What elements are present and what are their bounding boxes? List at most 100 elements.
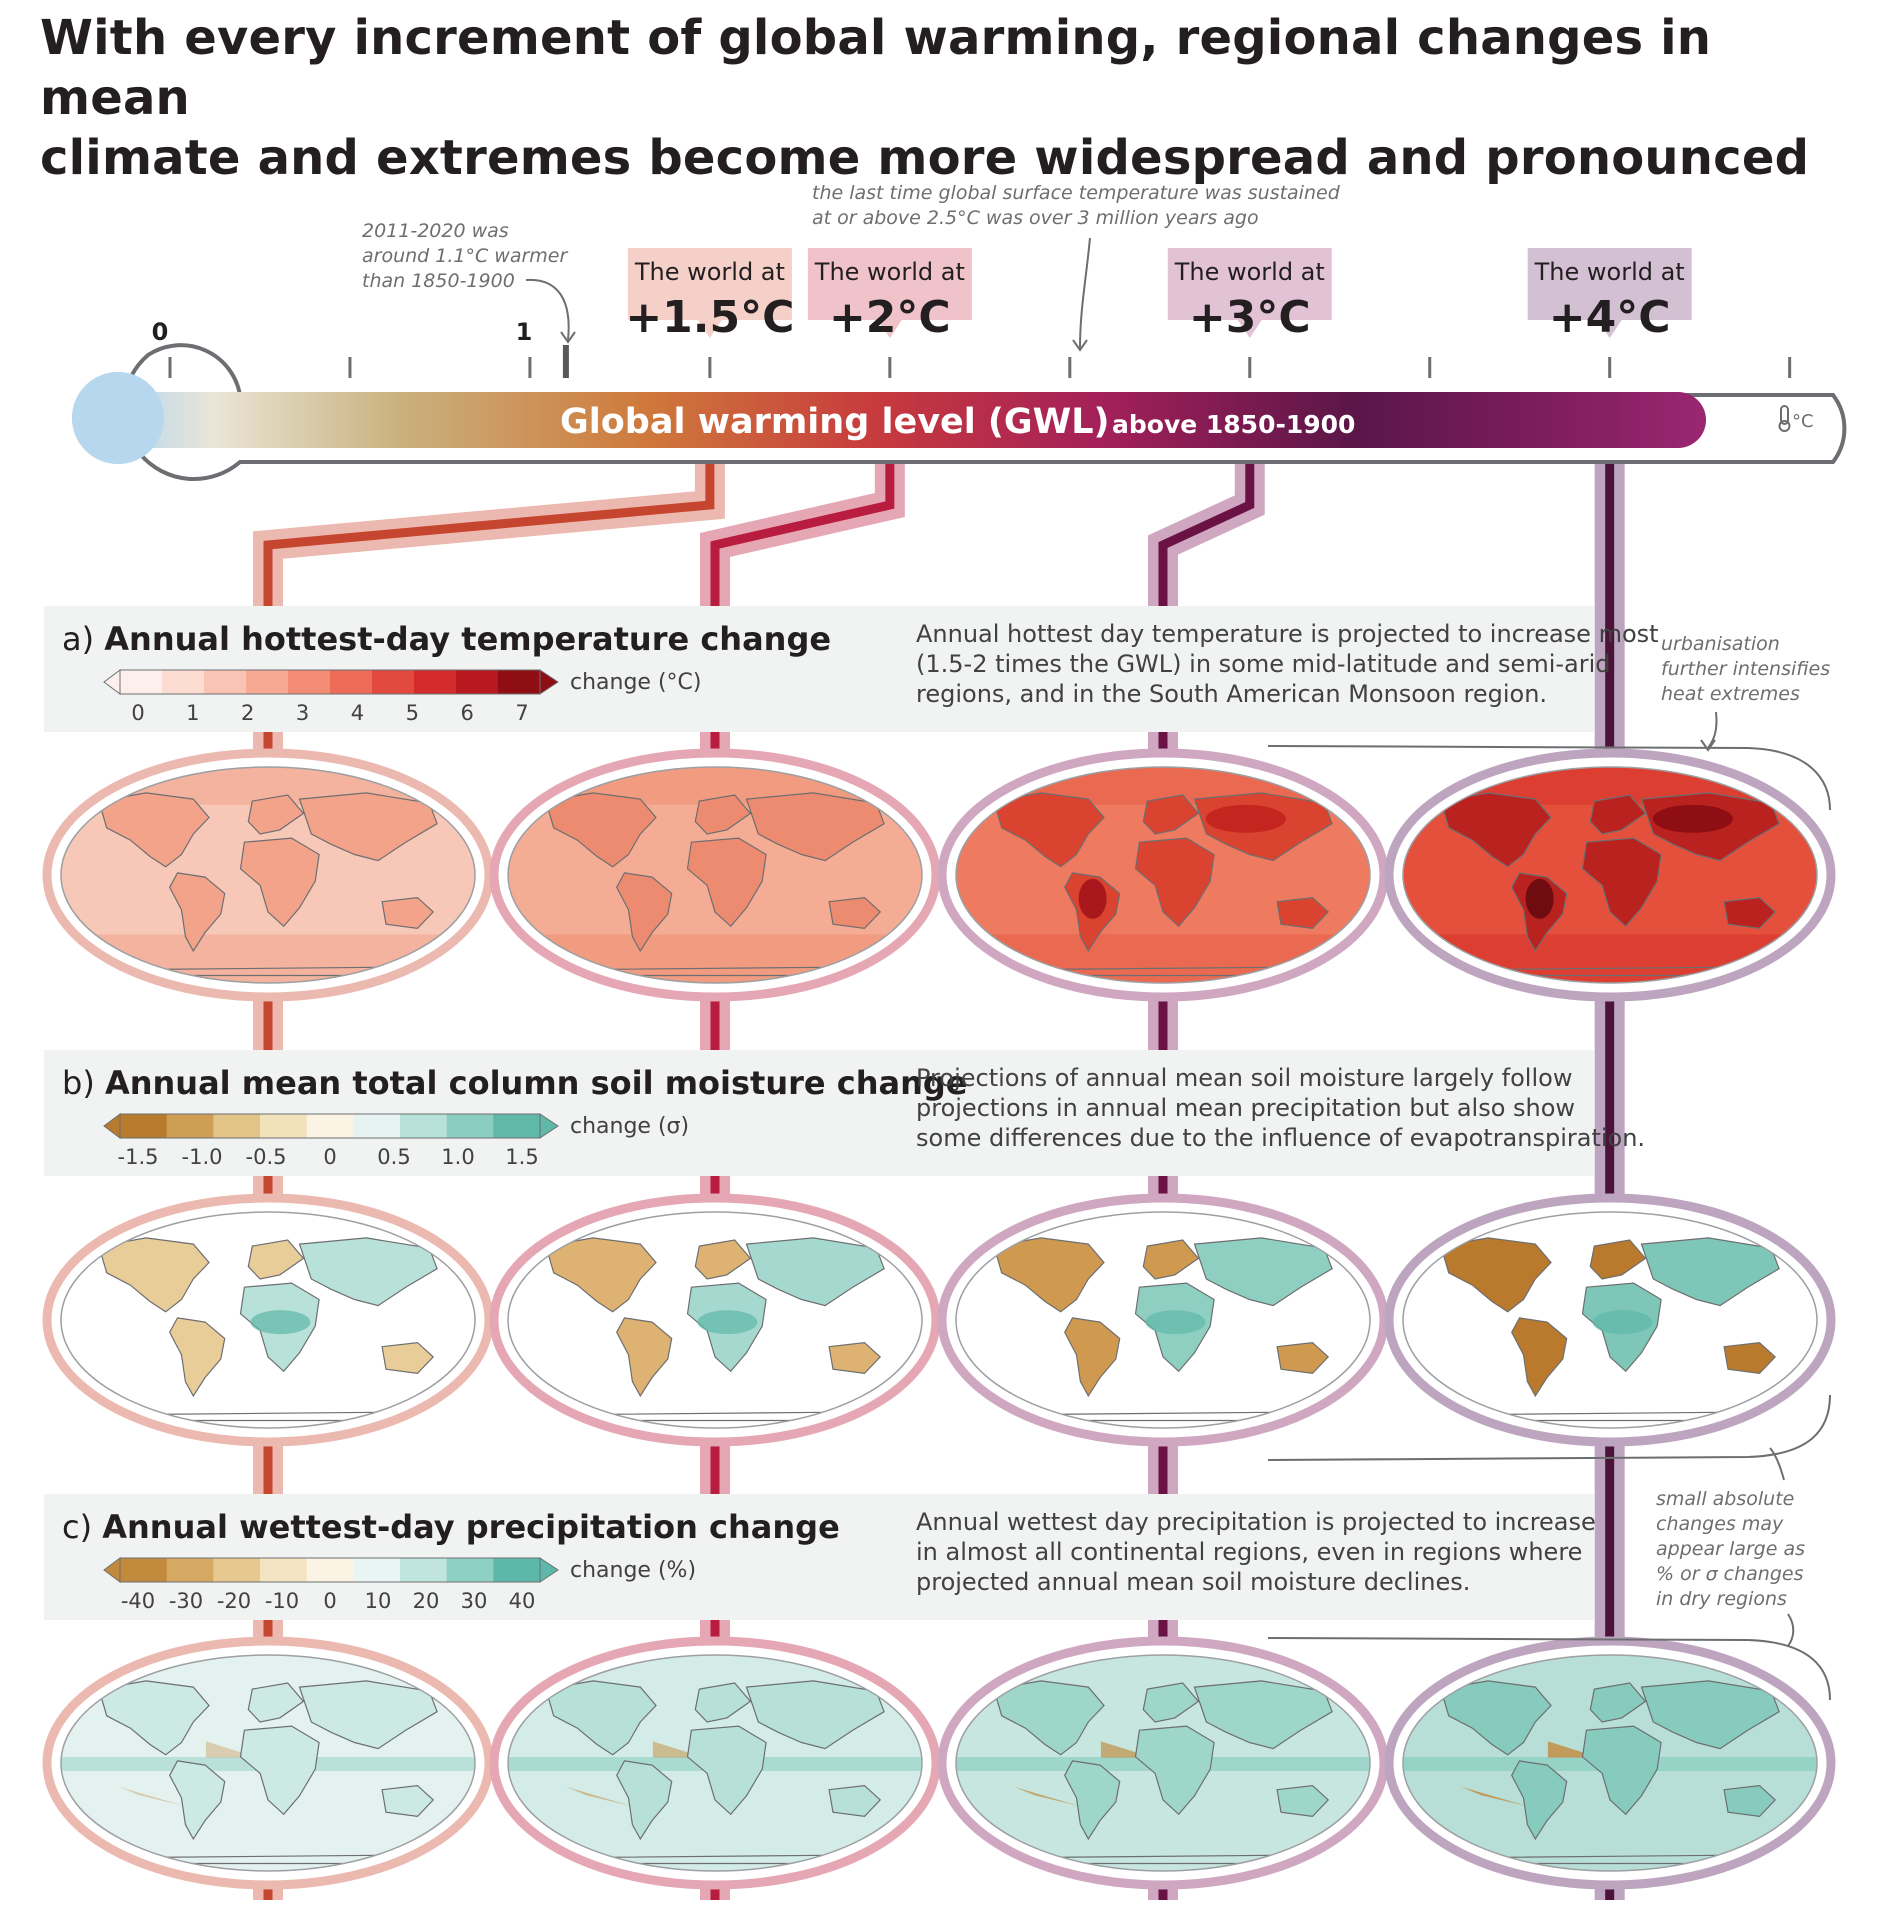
panel-header-0: a) Annual hottest-day temperature change…	[44, 606, 1659, 732]
axis-tick-label-1: 1	[516, 318, 533, 346]
annotation-dry-arrow-lower	[1267, 1637, 1831, 1701]
annotation-recent-arrowhead	[560, 331, 576, 344]
map-continent-na	[1440, 1237, 1552, 1313]
panel-title: c) Annual wettest-day precipitation chan…	[62, 1508, 840, 1546]
panel-title-text: Annual wettest-day precipitation change	[102, 1508, 840, 1546]
level-tag-prefix: The world at	[814, 258, 965, 286]
map-surface	[1403, 1212, 1817, 1428]
legend-swatch	[353, 1558, 401, 1582]
legend-tick-label: 0.5	[377, 1145, 410, 1169]
panel-header-1: b) Annual mean total column soil moistur…	[44, 1050, 1645, 1176]
legend-tick-label: 40	[509, 1589, 536, 1613]
panel-desc-line: in almost all continental regions, even …	[916, 1538, 1582, 1566]
legend-tick-label: 30	[461, 1589, 488, 1613]
legend-unit: change (σ)	[570, 1114, 689, 1139]
annotation-dry-line-1: small absolute	[1656, 1488, 1794, 1510]
map-continent-as	[745, 1680, 885, 1750]
map-continent-na	[993, 1680, 1105, 1756]
annotation-paleo-line-2: at or above 2.5°C was over 3 million yea…	[812, 207, 1259, 229]
level-tag-2: The world at +3°C	[1167, 248, 1332, 343]
level-tag-0: The world at +1.5°C	[625, 248, 794, 343]
map-continent-eu	[1589, 794, 1647, 835]
gwl-bar-sublabel: above 1850-1900	[1112, 410, 1355, 439]
legend-tick-label: 10	[365, 1589, 392, 1613]
legend-swatch	[120, 1558, 168, 1582]
map-continent-sa	[169, 1317, 226, 1398]
annotation-dry-pointer-upper	[1769, 1447, 1785, 1481]
map-continent-eu	[1142, 1682, 1200, 1723]
legend-swatch	[246, 670, 289, 694]
map-border	[507, 766, 923, 984]
level-tag-1: The world at +2°C	[807, 248, 972, 343]
map-continent-eu	[1142, 1239, 1200, 1280]
level-tag-bg	[1167, 248, 1332, 338]
legend-swatch	[288, 670, 331, 694]
map-dry-zone	[1460, 1786, 1528, 1807]
legend-swatch	[400, 1114, 448, 1138]
legend-swatch	[166, 1114, 214, 1138]
map-surface	[956, 1212, 1370, 1428]
map-heat-4	[1384, 748, 1836, 1002]
level-tag-value: +1.5°C	[625, 292, 794, 343]
map-continent-af	[686, 1725, 767, 1816]
annotation-dry-arrow-upper	[1267, 1394, 1831, 1461]
map-continent-au	[1723, 1784, 1777, 1818]
map-continent-eu	[694, 794, 752, 835]
map-continent-na	[98, 1680, 210, 1756]
legend-tick-label: 2	[241, 701, 254, 725]
map-continent-as	[298, 1680, 438, 1750]
legend-swatch	[414, 670, 457, 694]
annotation-paleo: the last time global surface temperature…	[812, 182, 1341, 352]
panel-header-2: c) Annual wettest-day precipitation chan…	[44, 1494, 1596, 1620]
map-continent-as	[745, 1237, 885, 1307]
annotation-dry-line-2: changes may	[1656, 1513, 1784, 1535]
legend-tick-label: 6	[460, 701, 473, 725]
gwl-thermometer: Global warming level (GWL) above 1850-19…	[72, 343, 1847, 482]
map-surface	[1403, 767, 1817, 983]
level-tag-value: +2°C	[829, 292, 951, 343]
map-continent-af	[686, 837, 767, 928]
thermometer-icon	[1778, 405, 1791, 432]
annotation-paleo-line-1: the last time global surface temperature…	[812, 182, 1341, 204]
map-continent-af	[239, 837, 320, 928]
panel-letter: a)	[62, 620, 104, 658]
map-continent-sa	[616, 872, 673, 953]
annotation-dry-line-5: in dry regions	[1656, 1588, 1787, 1610]
map-border	[507, 1211, 923, 1429]
legend-tick-label: 1	[186, 701, 199, 725]
map-precip-2	[489, 1636, 941, 1890]
map-continent-na	[98, 1237, 210, 1313]
legend-tick-label: -0.5	[246, 1145, 287, 1169]
map-wet-zone	[1145, 1310, 1206, 1335]
legend-frame	[119, 1557, 541, 1583]
panel-desc-line: some differences due to the influence of…	[916, 1124, 1645, 1152]
panel-desc-line: regions, and in the South American Monso…	[916, 680, 1547, 708]
legend-swatch	[213, 1558, 261, 1582]
map-continent-au	[381, 1784, 435, 1818]
map-continent-as	[745, 792, 885, 862]
annotation-urban-pointer	[1707, 711, 1718, 749]
map-surface	[508, 1655, 922, 1871]
legend-frame	[119, 669, 541, 695]
panel-headers: a) Annual hottest-day temperature change…	[44, 606, 1659, 1620]
map-continent-na	[993, 1237, 1105, 1313]
map-precip-1.5	[42, 1636, 494, 1890]
legend-unit: change (%)	[570, 1558, 696, 1583]
map-continent-as	[1193, 1237, 1333, 1307]
legend-tick-label: -20	[217, 1589, 251, 1613]
legend-swatch	[456, 670, 499, 694]
map-hotspot	[1205, 804, 1286, 833]
legend-swatch	[306, 1114, 354, 1138]
map-border	[60, 1211, 476, 1429]
map-border	[60, 766, 476, 984]
map-continent-au	[381, 896, 435, 930]
map-continent-na	[993, 792, 1105, 868]
map-border	[1402, 1211, 1818, 1429]
legend-tick-label: 1.5	[505, 1145, 538, 1169]
map-continent-na	[1440, 792, 1552, 868]
axis-unit: °C	[1792, 411, 1814, 432]
legend-swatch	[493, 1114, 541, 1138]
map-heat-1.5	[42, 748, 494, 1002]
map-continent-au	[1276, 1341, 1330, 1375]
map-continent-au	[1723, 1341, 1777, 1375]
